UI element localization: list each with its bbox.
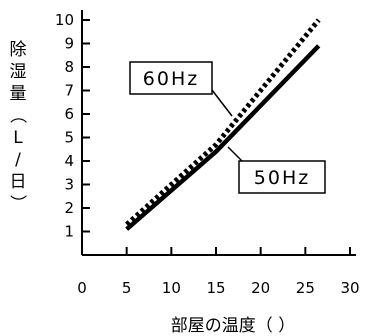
x-tick-label: 25 bbox=[296, 279, 315, 297]
callout-leader-60hz bbox=[211, 89, 233, 117]
y-tick-label: 9 bbox=[64, 35, 74, 53]
y-ticks: 1 2 3 4 5 6 7 8 9 10 bbox=[55, 11, 90, 241]
y-tick-label: 1 bbox=[64, 223, 74, 241]
y-axis-title-char: 湿 bbox=[10, 62, 27, 82]
y-axis-title-char: ） bbox=[7, 195, 27, 212]
x-tick-label: 20 bbox=[251, 279, 270, 297]
x-tick-label: 30 bbox=[340, 279, 359, 297]
y-axis-title-char: （ bbox=[7, 107, 27, 124]
callout-box-60hz bbox=[129, 61, 213, 95]
y-tick-label: 2 bbox=[64, 199, 74, 217]
y-tick-label: 6 bbox=[64, 105, 74, 123]
x-tick-label: 0 bbox=[77, 279, 87, 297]
y-tick-label: 4 bbox=[64, 152, 74, 170]
x-axis-title: 部屋の温度（ ） bbox=[171, 316, 295, 336]
series-line-60hz bbox=[125, 18, 321, 227]
series bbox=[125, 18, 321, 231]
callout-box-50hz bbox=[238, 160, 326, 194]
x-tick-label: 15 bbox=[206, 279, 225, 297]
y-axis-title: 除湿量 （ L/日 ） bbox=[7, 40, 27, 212]
y-axis-title-char: 除 bbox=[10, 40, 27, 60]
y-axis-title-char: 日 bbox=[10, 172, 27, 192]
callout-label-60hz: 60Hz bbox=[143, 68, 199, 90]
callout-label-50hz: 50Hz bbox=[254, 167, 310, 189]
x-tick-label: 10 bbox=[162, 279, 181, 297]
series-line-50hz bbox=[125, 44, 321, 231]
y-tick-label: 10 bbox=[55, 11, 74, 29]
y-axis-title-char: 量 bbox=[10, 84, 27, 104]
y-axis-title-char: / bbox=[15, 150, 21, 170]
x-tick-label: 5 bbox=[122, 279, 132, 297]
y-tick-label: 5 bbox=[64, 129, 74, 147]
y-tick-label: 8 bbox=[64, 58, 74, 76]
callouts: 60Hz 50Hz bbox=[129, 61, 326, 194]
y-axis-title-char: L bbox=[13, 128, 23, 148]
x-ticks: 0 5 10 15 20 25 30 bbox=[77, 247, 360, 297]
y-tick-label: 7 bbox=[64, 82, 74, 100]
y-tick-label: 3 bbox=[64, 176, 74, 194]
